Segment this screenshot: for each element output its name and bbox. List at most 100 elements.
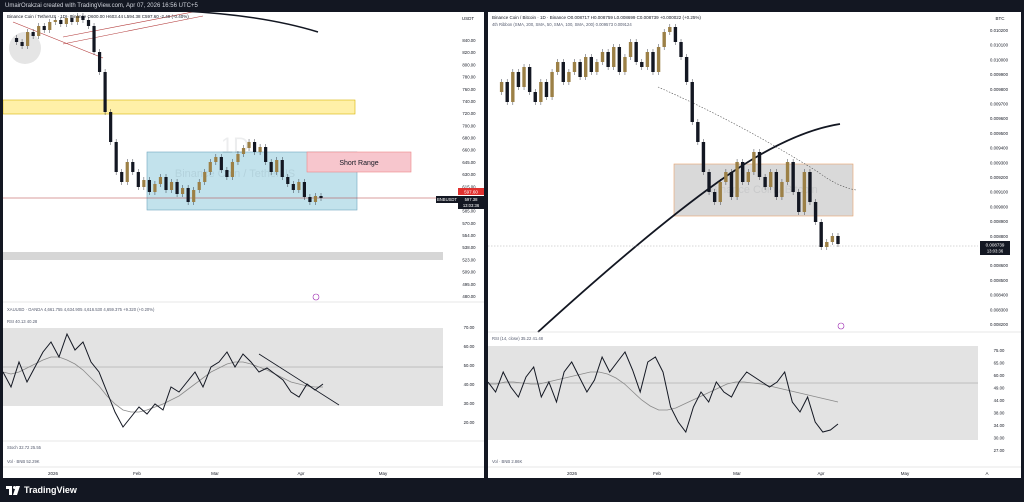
- left-price-tag-2-text: 597.38: [465, 197, 478, 202]
- candle-body: [769, 172, 773, 187]
- candle-body: [164, 177, 168, 190]
- candle-body: [589, 57, 594, 72]
- supply-zone[interactable]: [3, 99, 356, 115]
- price-tick-label: 40.00: [464, 382, 475, 387]
- short-range-box[interactable]: [306, 151, 412, 173]
- price-tick-label: 30.00: [994, 436, 1005, 441]
- left-chart-svg[interactable]: Short Range 1D Binance Coin / TetherUS 8…: [3, 12, 484, 478]
- short-range-label: Short Range: [339, 160, 378, 167]
- price-tick-label: 0.009500: [990, 131, 1009, 136]
- candle-body: [214, 157, 218, 162]
- price-tick-label: 44.00: [994, 398, 1005, 403]
- right-chart-panel[interactable]: Binance Coin / Bitcoin · 1D · Binance O0…: [488, 12, 1021, 478]
- left-time-axis[interactable]: 2026 Feb Mar Apr May: [48, 471, 388, 476]
- left-rsi-label: RSI 40.13 40.28: [7, 319, 38, 324]
- candle-body: [544, 82, 549, 97]
- channel-line-lower[interactable]: [62, 15, 204, 45]
- price-tick-label: 570.00: [462, 221, 476, 226]
- price-tick-label: 645.00: [462, 160, 476, 165]
- right-countdown: 13:03:36: [987, 249, 1004, 254]
- candle-body: [142, 180, 146, 187]
- channel-line-upper[interactable]: [62, 12, 203, 38]
- candle-body: [612, 47, 616, 67]
- right-symbol-line: Binance Coin / Bitcoin · 1D · Binance O0…: [492, 15, 701, 20]
- left-symbol-line: Binance Coin / TetherUS · 1D · Binance O…: [7, 14, 189, 19]
- candle-body: [830, 236, 835, 242]
- price-tick-label: 30.00: [464, 401, 475, 406]
- price-tick-label: 0.009200: [990, 175, 1009, 180]
- price-tick-label: 585.00: [462, 209, 476, 214]
- candle-body: [640, 62, 644, 67]
- candle-body: [836, 236, 840, 244]
- candle-body: [729, 172, 734, 197]
- price-tick-label: 27.00: [994, 448, 1005, 453]
- right-vol-label: Vol · BNB 2.86K: [492, 459, 522, 464]
- price-tick-label: 0.008500: [990, 278, 1009, 283]
- candle-body: [14, 38, 19, 42]
- candle-body: [802, 172, 807, 212]
- candle-body: [785, 162, 790, 182]
- price-tick-label: 0.008900: [990, 219, 1009, 224]
- candle-body: [131, 162, 135, 172]
- candle-body: [628, 42, 633, 57]
- candle-body: [718, 182, 722, 202]
- candle-body: [825, 242, 829, 247]
- time-label: Feb: [133, 471, 141, 476]
- demand-zone[interactable]: [3, 252, 443, 260]
- time-label: May: [379, 471, 388, 476]
- candle-body: [37, 26, 41, 36]
- candle-body: [662, 32, 666, 47]
- candle-body: [578, 62, 582, 77]
- right-price-axis[interactable]: 0.010200 0.010100 0.010000 0.009900 0.009800…: [990, 28, 1009, 327]
- left-price-axis[interactable]: 840.00 820.00 800.00 780.00 760.00 740.00 720.…: [462, 38, 476, 299]
- consolidation-box[interactable]: [673, 163, 854, 217]
- candle-body: [269, 162, 273, 172]
- candle-body: [740, 162, 745, 182]
- price-tick-label: 50.00: [464, 363, 475, 368]
- candle-body: [125, 162, 129, 182]
- time-label: May: [901, 471, 910, 476]
- price-tick-label: 0.009900: [990, 72, 1009, 77]
- rsi-trendline[interactable]: [258, 353, 340, 406]
- candle-body: [258, 147, 262, 152]
- left-rsi-axis: 70.00 60.00 50.00 40.00 30.00 20.00: [464, 325, 475, 425]
- candle-body: [225, 170, 229, 177]
- price-tick-label: 60.00: [994, 373, 1005, 378]
- header-title: UmairOrakzai created with TradingView.co…: [5, 3, 198, 9]
- candle-body: [533, 92, 537, 102]
- candle-body: [308, 197, 312, 202]
- left-chart-panel[interactable]: Short Range 1D Binance Coin / TetherUS 8…: [3, 12, 484, 478]
- price-tick-label: 660.00: [462, 148, 476, 153]
- tradingview-logo[interactable]: TradingView: [6, 484, 77, 496]
- event-marker-icon[interactable]: [312, 293, 320, 301]
- candle-body: [555, 62, 560, 72]
- time-label: A: [985, 471, 988, 476]
- candle-body: [584, 57, 588, 77]
- candle-body: [701, 142, 706, 172]
- candle-body: [147, 180, 151, 192]
- candle-body: [59, 20, 63, 24]
- candle-body: [505, 82, 509, 102]
- candle-body: [230, 162, 235, 177]
- downtrend-line[interactable]: [12, 21, 104, 59]
- candle-body: [600, 52, 605, 62]
- right-rsi-axis: 75.00 65.00 60.00 49.00 44.00 38.00 34.00 30.00…: [994, 348, 1005, 453]
- candle-body: [752, 152, 756, 172]
- candle-body: [48, 22, 52, 30]
- left-rsi-line: [3, 332, 324, 428]
- right-time-axis[interactable]: 2026 Feb Mar Apr May A: [567, 471, 989, 476]
- candle-body: [567, 72, 571, 82]
- price-tick-label: 820.00: [462, 50, 476, 55]
- right-chart-svg[interactable]: Binance Coin / Bitcoin · 1D · Binance O0…: [488, 12, 1021, 478]
- candle-body: [291, 184, 295, 190]
- candle-body: [158, 177, 163, 184]
- price-tick-label: 0.008600: [990, 263, 1009, 268]
- right-event-marker-icon[interactable]: [837, 322, 845, 330]
- price-tick-label: 65.00: [994, 361, 1005, 366]
- price-tick-label: 0.009300: [990, 160, 1009, 165]
- right-price-tag-text: 0.008739: [986, 243, 1005, 248]
- candle-body: [241, 148, 246, 154]
- panel-divider[interactable]: [484, 12, 488, 478]
- candle-body: [175, 182, 179, 194]
- left-price-tag-text: 597.60: [464, 190, 478, 195]
